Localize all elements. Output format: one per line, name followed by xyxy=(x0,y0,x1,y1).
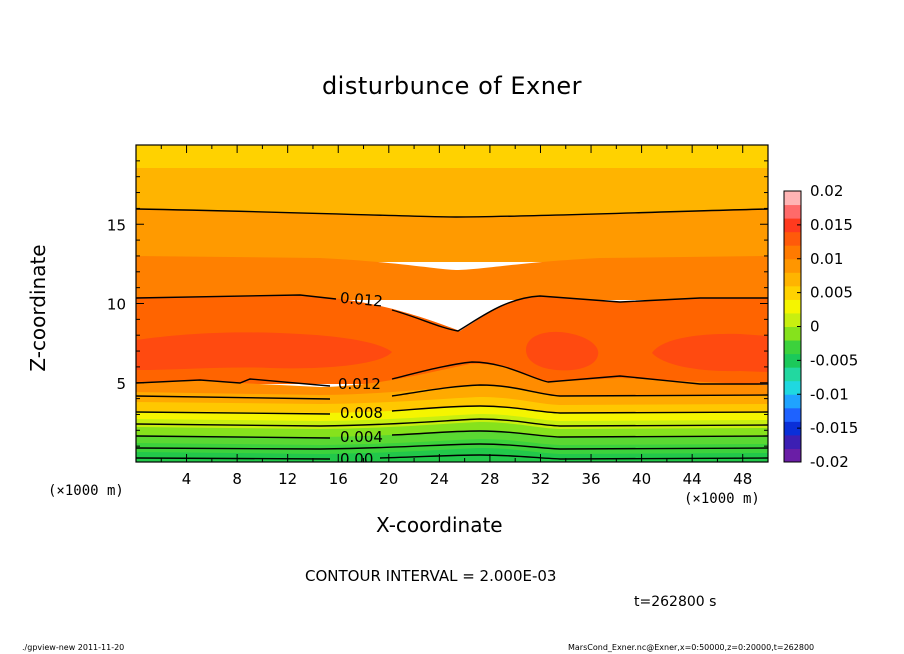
band-yellow xyxy=(136,406,768,422)
colorbar-tick-label: -0.01 xyxy=(810,385,849,403)
colorbar-segment xyxy=(784,218,801,233)
band-green xyxy=(136,439,768,454)
colorbar-segment xyxy=(784,326,801,341)
colorbar-segment xyxy=(784,394,801,409)
y-tick-label: 15 xyxy=(107,216,126,234)
colorbar-tick-label: 0.005 xyxy=(810,284,853,302)
colorbar-segment xyxy=(784,353,801,368)
band-upper-light-orange xyxy=(136,168,768,221)
colorbar-segment xyxy=(784,285,801,300)
contour-label: 0.012 xyxy=(338,375,381,393)
colorbar-segment xyxy=(784,312,801,327)
y-tick-label: 10 xyxy=(107,296,126,314)
contour-line-0.008 xyxy=(136,405,768,415)
contour-label: 0.004 xyxy=(340,428,383,446)
colorbar-tick-label: 0 xyxy=(810,318,820,336)
chart-title: disturbunce of Exner xyxy=(321,72,583,100)
band-light-orange-lower xyxy=(136,385,768,405)
x-tick-label: 4 xyxy=(182,470,192,488)
colorbar-segment xyxy=(784,367,801,382)
colorbar-segment xyxy=(784,340,801,355)
band-orange-0.011 xyxy=(136,256,768,300)
colorbar-tick-label: -0.02 xyxy=(810,453,849,471)
footer-left: ./gpview-new 2011-11-20 xyxy=(22,643,125,652)
colorbar-tick-label: 0.015 xyxy=(810,216,853,234)
contour-line-0.012-lower xyxy=(136,361,768,387)
x-tick-label: 48 xyxy=(733,470,752,488)
x-tick-label: 40 xyxy=(632,470,651,488)
colorbar-segment xyxy=(784,204,801,219)
band-orange-0.010 xyxy=(136,208,768,262)
x-tick-label: 24 xyxy=(430,470,449,488)
colorbar-segment xyxy=(784,272,801,287)
contour-line-0.006 xyxy=(136,418,768,427)
colorbar-segment xyxy=(784,380,801,395)
time-label: t=262800 s xyxy=(634,594,717,610)
contour-line-0.000 xyxy=(136,454,768,460)
contour-line-0.012-upper xyxy=(136,294,768,332)
blob-right xyxy=(652,333,768,372)
contour-line-0.004 xyxy=(136,430,768,439)
contour-line-upper xyxy=(136,208,768,218)
blob-center xyxy=(526,331,599,371)
x-tick-label: 20 xyxy=(379,470,398,488)
colorbar-segment xyxy=(784,258,801,273)
x-tick-label: 36 xyxy=(581,470,600,488)
x-axis-label: X-coordinate xyxy=(376,513,503,537)
colorbar: 0.02 0.015 0.01 0.005 0 -0.005 -0.01 -0.015 -0.0… xyxy=(783,182,858,471)
band-upper-yellow xyxy=(136,145,768,170)
plot-area: 0.012 0.012 0.008 0.004 0.00 xyxy=(136,145,768,468)
contour-label: 0.00 xyxy=(340,450,373,468)
x-tick-label: 12 xyxy=(278,470,297,488)
x-tick-label: 44 xyxy=(683,470,702,488)
band-orange-lower xyxy=(136,363,768,396)
colorbar-tick-label: 0.02 xyxy=(810,182,843,200)
x-tick-label: 28 xyxy=(480,470,499,488)
colorbar-segment xyxy=(784,299,801,314)
x-unit-label-right: (×1000 m) xyxy=(684,491,760,507)
colorbar-segment xyxy=(784,407,801,422)
colorbar-segment xyxy=(784,231,801,246)
x-tick-label: 16 xyxy=(329,470,348,488)
y-axis: 5 10 15 xyxy=(107,160,768,447)
contour-label: 0.012 xyxy=(339,289,383,311)
y-tick-label: 5 xyxy=(116,375,126,393)
x-tick-label: 8 xyxy=(232,470,242,488)
contour-label: 0.008 xyxy=(340,404,383,422)
contour-interval-text: CONTOUR INTERVAL = 2.000E-03 xyxy=(305,567,557,585)
band-gold xyxy=(136,397,768,414)
y-axis-label: Z-coordinate xyxy=(26,244,50,372)
x-axis: 4 8 12 16 20 24 28 32 36 40 44 48 xyxy=(160,145,752,488)
colorbar-segment xyxy=(784,191,801,206)
blob-left xyxy=(136,332,392,370)
x-tick-label: 32 xyxy=(531,470,550,488)
colorbar-tick-label: -0.015 xyxy=(810,419,858,437)
x-unit-label-left: (×1000 m) xyxy=(48,483,124,499)
contour-line-0.010 xyxy=(136,384,768,400)
contour-line-0.002 xyxy=(136,443,768,450)
colorbar-tick-label: 0.01 xyxy=(810,250,843,268)
colorbar-tick-label: -0.005 xyxy=(810,351,858,369)
band-lime xyxy=(136,422,768,438)
colorbar-segment xyxy=(784,245,801,260)
colorbar-segment xyxy=(784,448,801,463)
band-light-green xyxy=(136,430,768,446)
footer-right: MarsCond_Exner.nc@Exner,x=0:50000,z=0:20… xyxy=(568,643,815,652)
colorbar-segment xyxy=(784,434,801,449)
colorbar-segment xyxy=(784,421,801,436)
